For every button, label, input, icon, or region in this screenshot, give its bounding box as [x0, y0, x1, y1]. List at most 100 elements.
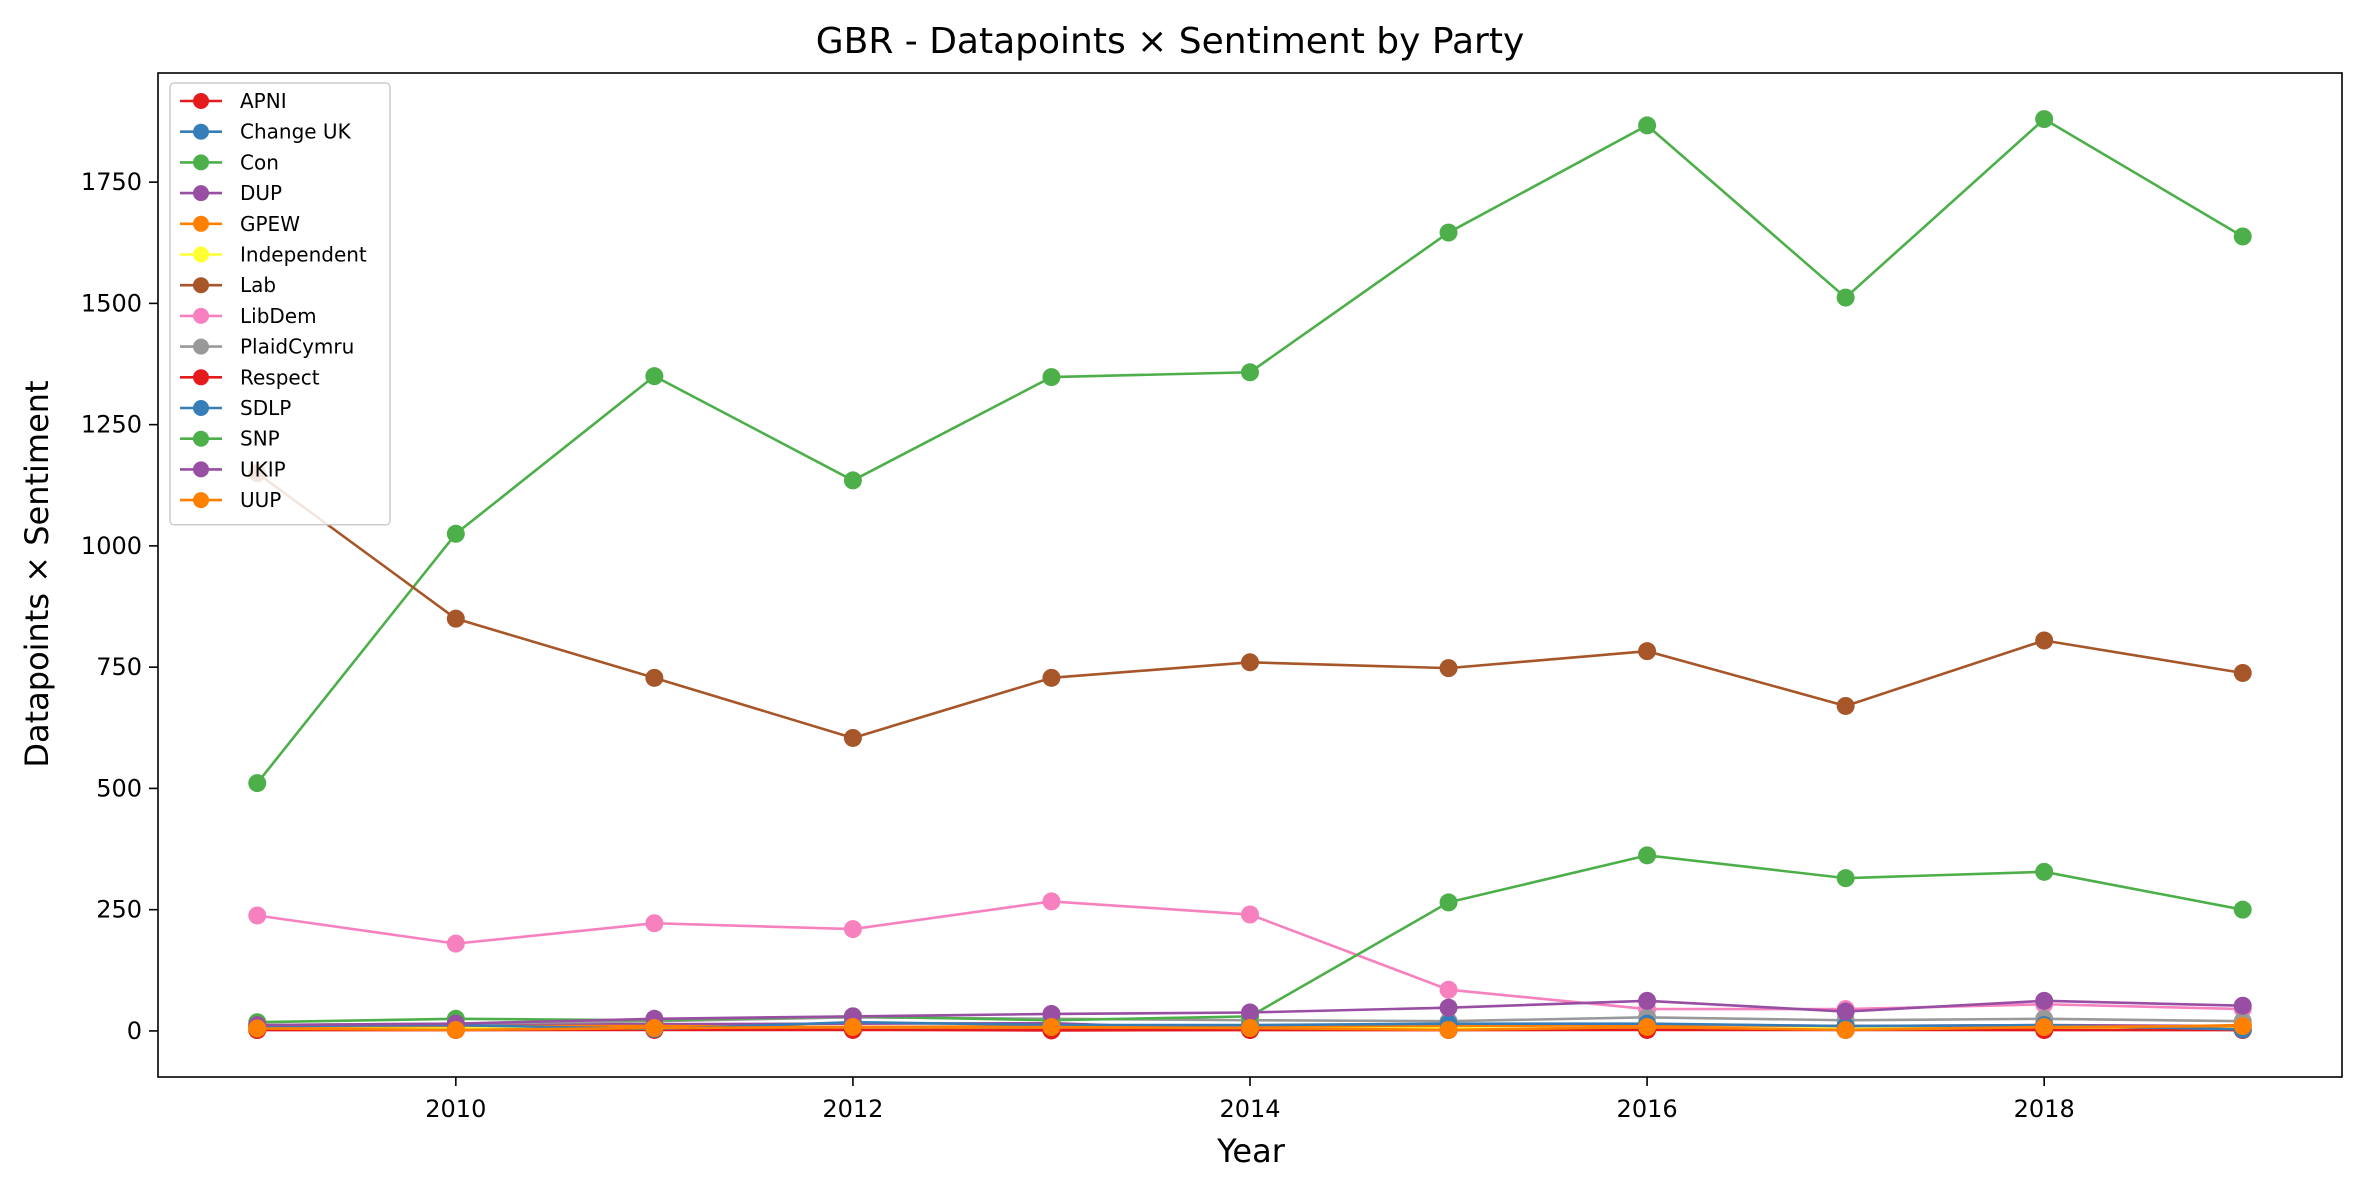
data-point-uup: [645, 1019, 664, 1038]
data-point-uup: [2035, 1018, 2054, 1037]
legend-label-libdem: LibDem: [240, 304, 317, 328]
legend-label-con: Con: [240, 150, 279, 174]
data-point-con: [2233, 227, 2252, 246]
legend: APNI Change UK Con DUP GPEW Independent Lab Lib…: [169, 82, 391, 526]
y-tick-label: 1000: [81, 532, 142, 560]
legend-label-independent: Independent: [240, 243, 367, 267]
legend-marker-apni: [193, 93, 209, 109]
data-point-snp: [1638, 846, 1657, 865]
data-point-ukip: [1042, 1004, 1061, 1023]
data-point-ukip: [2035, 991, 2054, 1010]
legend-label-dup: DUP: [240, 181, 282, 205]
legend-marker-dup: [193, 185, 209, 202]
data-point-libdem: [248, 906, 267, 925]
data-point-uup: [1241, 1019, 1259, 1038]
y-tick-label: 1500: [81, 289, 142, 317]
data-point-libdem: [1042, 892, 1061, 911]
data-point-lab: [843, 728, 862, 747]
data-point-con: [1241, 363, 1259, 382]
data-point-con: [248, 774, 267, 793]
data-point-con: [1836, 288, 1855, 307]
data-point-libdem: [1439, 980, 1458, 999]
data-point-uup: [1836, 1020, 1855, 1039]
legend-marker-ukip: [193, 461, 209, 478]
series-lab: [248, 464, 2252, 747]
y-tick-label: 500: [96, 774, 142, 802]
y-tick-label: 0: [127, 1017, 142, 1045]
data-point-snp: [2035, 862, 2054, 881]
legend-marker-change-uk: [193, 123, 209, 140]
legend-label-sdlp: SDLP: [240, 396, 291, 420]
x-tick-label: 2018: [2014, 1095, 2075, 1123]
data-point-libdem: [645, 914, 664, 933]
data-point-uup: [2233, 1017, 2252, 1036]
data-point-snp: [1439, 893, 1458, 912]
legend-marker-plaidcymru: [193, 338, 209, 355]
legend-marker-libdem: [193, 307, 209, 324]
data-point-snp: [1836, 869, 1855, 888]
data-point-uup: [248, 1019, 267, 1038]
data-point-ukip: [2233, 996, 2252, 1015]
series-line-snp: [257, 854, 2243, 1024]
legend-label-snp: SNP: [240, 427, 280, 451]
data-point-con: [1042, 368, 1061, 387]
y-tick-label: 1250: [81, 411, 142, 439]
data-point-lab: [1241, 653, 1259, 672]
legend-marker-snp: [193, 430, 209, 447]
legend-marker-respect: [193, 369, 209, 386]
data-point-ukip: [1241, 1003, 1259, 1022]
legend-label-plaidcymru: PlaidCymru: [240, 335, 354, 359]
legend-box: [169, 82, 391, 526]
data-point-lab: [1439, 659, 1458, 678]
data-point-libdem: [843, 920, 862, 939]
legend-marker-uup: [193, 492, 209, 509]
data-point-uup: [1042, 1018, 1061, 1037]
data-point-lab: [2233, 663, 2252, 682]
chart-title: GBR - Datapoints × Sentiment by Party: [816, 21, 1525, 62]
series-uup: [248, 1017, 2252, 1039]
x-tick-label: 2012: [822, 1095, 883, 1123]
legend-label-change-uk: Change UK: [240, 120, 352, 144]
data-point-con: [446, 524, 465, 543]
legend-marker-independent: [193, 246, 209, 263]
data-point-lab: [2035, 631, 2054, 650]
legend-label-apni: APNI: [240, 89, 287, 113]
data-point-uup: [1439, 1020, 1458, 1039]
plot-area: 2010 2012 2014 2016 2018 0 250 500 750 1000 1250 15…: [81, 72, 2343, 1123]
data-point-con: [2035, 110, 2054, 129]
data-point-ukip: [1836, 1002, 1855, 1021]
series-ukip: [248, 991, 2252, 1035]
data-point-ukip: [1638, 991, 1657, 1010]
data-point-uup: [843, 1018, 862, 1037]
data-point-lab: [1042, 668, 1061, 687]
data-point-lab: [446, 609, 465, 628]
series-line-con: [256, 117, 2244, 784]
data-point-uup: [1638, 1018, 1657, 1037]
data-point-lab: [645, 668, 664, 687]
x-tick-label: 2016: [1617, 1095, 1678, 1123]
series-snp: [248, 846, 2252, 1032]
y-tick-label: 750: [96, 653, 142, 681]
legend-label-gpew: GPEW: [240, 212, 300, 236]
x-tick-label: 2010: [425, 1095, 486, 1123]
data-point-con: [843, 471, 862, 490]
legend-label-respect: Respect: [240, 365, 320, 389]
legend-label-lab: Lab: [240, 273, 276, 297]
data-point-con: [645, 367, 664, 386]
x-tick-label: 2014: [1219, 1095, 1280, 1123]
y-tick-label: 250: [96, 896, 142, 924]
data-point-lab: [1836, 696, 1855, 715]
legend-marker-con: [193, 154, 209, 171]
data-point-libdem: [446, 934, 465, 953]
x-axis-label: Year: [1216, 1132, 1286, 1170]
data-point-uup: [446, 1020, 465, 1039]
data-point-con: [1638, 116, 1657, 135]
data-point-con: [1439, 223, 1458, 242]
legend-marker-gpew: [193, 215, 209, 232]
data-point-libdem: [1241, 905, 1259, 924]
legend-label-uup: UUP: [240, 488, 281, 512]
series-con: [248, 110, 2252, 793]
plot-frame: [157, 72, 2343, 1078]
